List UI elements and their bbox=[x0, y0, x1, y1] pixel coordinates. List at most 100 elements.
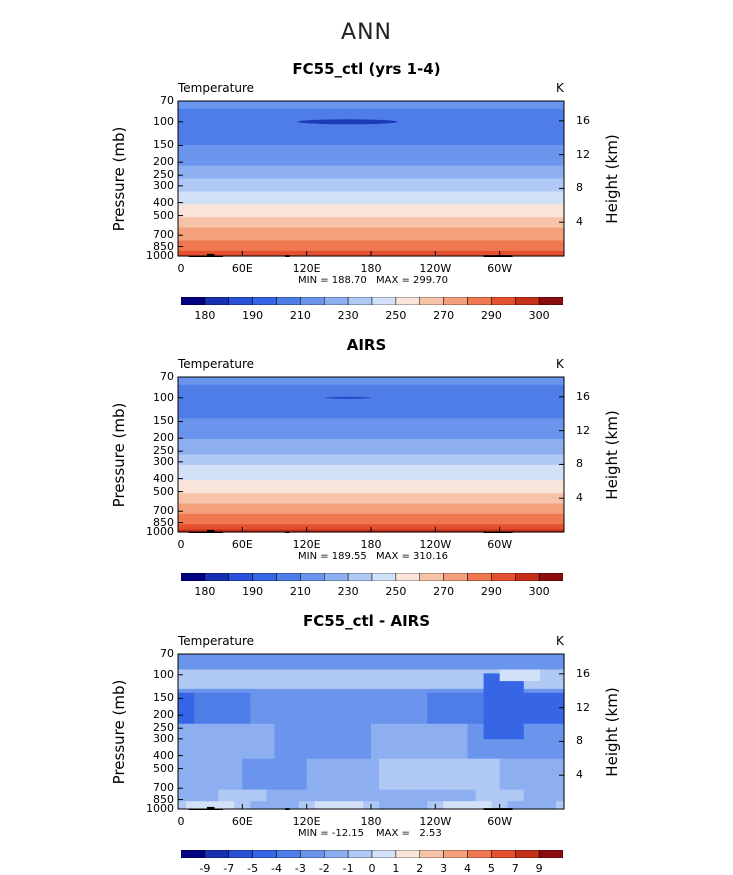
contour-cell bbox=[346, 797, 356, 802]
contour-cell bbox=[194, 801, 203, 806]
contour-cell bbox=[290, 685, 300, 690]
contour-cell bbox=[298, 700, 308, 705]
contour-cell bbox=[531, 731, 541, 736]
contour-cell bbox=[379, 696, 388, 702]
contour-cell bbox=[266, 743, 276, 748]
contour-cell bbox=[531, 789, 541, 795]
contour-cell bbox=[411, 700, 420, 705]
contour-cell bbox=[178, 654, 187, 659]
contour-cell bbox=[322, 716, 332, 721]
contour-cell bbox=[491, 778, 501, 783]
contour-cell bbox=[379, 805, 388, 810]
contour-cell bbox=[210, 700, 219, 705]
contour-cell bbox=[274, 712, 284, 717]
contour-cell bbox=[330, 654, 340, 659]
contour-cell bbox=[338, 731, 348, 736]
contour-cell bbox=[475, 739, 485, 744]
contour-cell bbox=[475, 731, 485, 736]
contour-cell bbox=[531, 801, 541, 806]
contour-cell bbox=[354, 669, 364, 674]
contour-cell bbox=[218, 758, 227, 764]
contour-cell bbox=[338, 677, 348, 682]
contour-cell bbox=[539, 766, 549, 771]
contour-cell bbox=[459, 778, 469, 783]
contour-cell bbox=[475, 723, 485, 729]
contour-cell bbox=[435, 789, 444, 795]
contour-cell bbox=[435, 700, 444, 705]
contour-cell bbox=[314, 723, 324, 729]
contour-cell bbox=[234, 781, 243, 787]
contour-cell bbox=[330, 677, 340, 682]
colorbar-swatch bbox=[515, 297, 540, 305]
contour-cell bbox=[435, 766, 444, 771]
contour-cell bbox=[451, 669, 461, 674]
contour-cell bbox=[242, 750, 251, 756]
contour-cell bbox=[218, 727, 227, 733]
contour-cell bbox=[387, 739, 396, 744]
colorbar-swatch bbox=[324, 850, 349, 858]
contour-cell bbox=[298, 708, 308, 713]
contour-cell bbox=[242, 685, 251, 690]
contour-cell bbox=[354, 723, 364, 729]
contour-cell bbox=[395, 700, 404, 705]
contour-cell bbox=[242, 669, 251, 674]
contour-cell bbox=[451, 739, 461, 744]
contour-cell bbox=[435, 661, 444, 667]
contour-cell bbox=[330, 681, 340, 686]
contour-cell bbox=[330, 685, 340, 690]
contour-cell bbox=[499, 661, 509, 667]
contour-cell bbox=[379, 688, 388, 694]
contour-cell bbox=[290, 704, 300, 709]
contour-cell bbox=[491, 696, 501, 702]
contour-cell bbox=[338, 805, 348, 810]
contour-cell bbox=[322, 712, 332, 717]
contour-cell bbox=[362, 700, 372, 705]
contour-cell bbox=[210, 774, 219, 779]
contour-cell bbox=[539, 719, 549, 725]
contour-cell bbox=[194, 766, 203, 771]
colorbar-swatch bbox=[276, 573, 301, 581]
colorbar bbox=[181, 850, 563, 858]
colorbar-swatch bbox=[300, 297, 325, 305]
contour-cell bbox=[411, 743, 420, 748]
contour-cell bbox=[322, 661, 332, 667]
contour-cell bbox=[274, 770, 284, 775]
contour-cell bbox=[499, 778, 509, 783]
contour-cell bbox=[266, 778, 276, 783]
contour-cell bbox=[395, 793, 404, 798]
contour-cell bbox=[403, 673, 412, 678]
contour-cell bbox=[234, 712, 243, 717]
contour-band bbox=[178, 186, 564, 190]
contour-band bbox=[178, 183, 564, 187]
contour-cell bbox=[250, 750, 260, 756]
contour-cell bbox=[419, 731, 428, 736]
contour-cell bbox=[427, 688, 436, 694]
contour-cell bbox=[555, 696, 565, 702]
contour-cell bbox=[290, 743, 300, 748]
colorbar-swatch bbox=[347, 573, 373, 581]
contour-band bbox=[178, 377, 564, 381]
contour-cell bbox=[483, 669, 493, 674]
contour-cell bbox=[210, 762, 219, 767]
contour-cell bbox=[266, 801, 276, 806]
contour-cell bbox=[250, 774, 260, 779]
contour-cell bbox=[483, 712, 493, 717]
contour-cell bbox=[306, 700, 316, 705]
contour-band bbox=[178, 212, 564, 216]
colorbar-tick-label: 180 bbox=[194, 309, 216, 322]
contour-cell bbox=[266, 661, 276, 667]
max-label: MAX = 310.16 bbox=[376, 551, 449, 562]
contour-cell bbox=[427, 754, 436, 760]
contour-cell bbox=[226, 739, 235, 744]
contour-cell bbox=[371, 731, 380, 736]
contour-cell bbox=[491, 770, 501, 775]
contour-cell bbox=[226, 750, 235, 756]
contour-cell bbox=[274, 789, 284, 795]
contour-cell bbox=[451, 774, 461, 779]
contour-cell bbox=[515, 743, 525, 748]
colorbar-tick-label: 0 bbox=[368, 862, 376, 875]
contour-cell bbox=[274, 688, 284, 694]
contour-cell bbox=[395, 727, 404, 733]
contour-band bbox=[178, 470, 564, 474]
contour-band bbox=[178, 387, 564, 391]
